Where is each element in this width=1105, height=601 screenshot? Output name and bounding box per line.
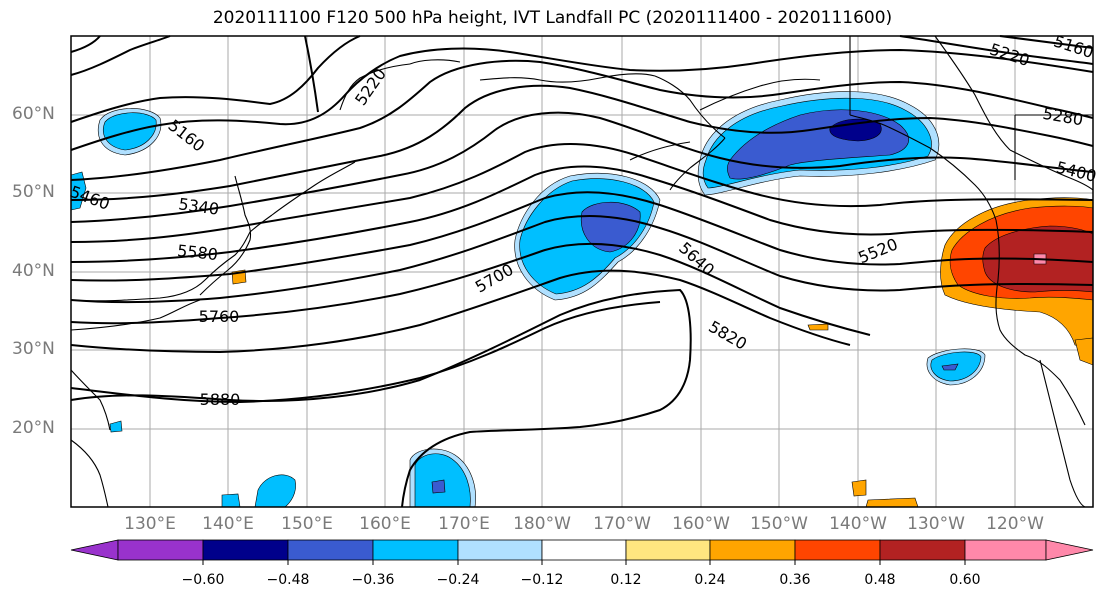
lon-label: 170°W <box>593 514 651 534</box>
contour-label: 5340 <box>177 194 220 218</box>
lon-label: 160°E <box>359 514 411 534</box>
lon-label: 140°E <box>202 514 254 534</box>
lat-label: 20°N <box>12 418 55 438</box>
lon-label: 170°E <box>438 514 490 534</box>
height-contours <box>70 35 1094 508</box>
lat-label: 30°N <box>12 339 55 359</box>
colorbar-segment <box>879 539 966 561</box>
contour-label: 5640 <box>675 238 718 279</box>
lon-label: 150°W <box>750 514 808 534</box>
lon-label: 150°E <box>281 514 333 534</box>
colorbar <box>70 539 1094 565</box>
colorbar-extend-min <box>70 539 119 561</box>
colorbar-segment <box>287 539 374 561</box>
colorbar-tick-label: 0.48 <box>864 572 896 588</box>
colorbar-tick-label: −0.36 <box>351 572 395 588</box>
contour-label: 5820 <box>705 317 750 354</box>
lon-label: 140°W <box>829 514 887 534</box>
colorbar-segment <box>372 539 459 561</box>
contour-label: 5400 <box>1054 158 1098 186</box>
colorbar-tick-label: −0.12 <box>520 572 564 588</box>
coastlines <box>70 35 1094 508</box>
lon-label: 160°W <box>672 514 730 534</box>
lat-label: 50°N <box>12 182 55 202</box>
colorbar-segment <box>457 539 543 561</box>
graticule <box>71 36 1093 507</box>
contour-label: 5220 <box>351 65 390 109</box>
contour-label: 5520 <box>856 234 901 267</box>
lon-label: 130°E <box>124 514 176 534</box>
lat-label: 40°N <box>12 261 55 281</box>
colorbar-tick-label: −0.60 <box>181 572 225 588</box>
colorbar-segment <box>202 539 289 561</box>
colorbar-segment <box>541 539 627 561</box>
contour-label: 5880 <box>200 390 241 409</box>
colorbar-segment <box>625 539 711 561</box>
colorbar-tick-label: 0.36 <box>779 572 811 588</box>
colorbar-tick-label: −0.24 <box>436 572 480 588</box>
colorbar-segment <box>709 539 796 561</box>
lon-label: 120°W <box>986 514 1044 534</box>
lon-label: 180°W <box>513 514 571 534</box>
contour-label: 5760 <box>199 307 240 326</box>
contour-label: 5280 <box>1041 104 1084 130</box>
colorbar-tick-label: −0.48 <box>266 572 310 588</box>
lon-label: 130°W <box>907 514 965 534</box>
map-frame <box>70 35 1094 508</box>
contour-label: 5580 <box>176 241 218 264</box>
contour-label: 5220 <box>987 39 1032 70</box>
colorbar-tick-label: 0.24 <box>694 572 726 588</box>
colorbar-segment <box>964 539 1047 561</box>
colorbar-tick-label: 0.60 <box>949 572 981 588</box>
lat-label: 60°N <box>12 104 55 124</box>
colorbar-tick-label: 0.12 <box>610 572 642 588</box>
map-title: 2020111100 F120 500 hPa height, IVT Land… <box>212 8 893 28</box>
contour-label: 5700 <box>472 260 517 297</box>
colorbar-segment <box>794 539 881 561</box>
colorbar-segment <box>117 539 204 561</box>
colorbar-extend-max <box>1045 539 1094 561</box>
